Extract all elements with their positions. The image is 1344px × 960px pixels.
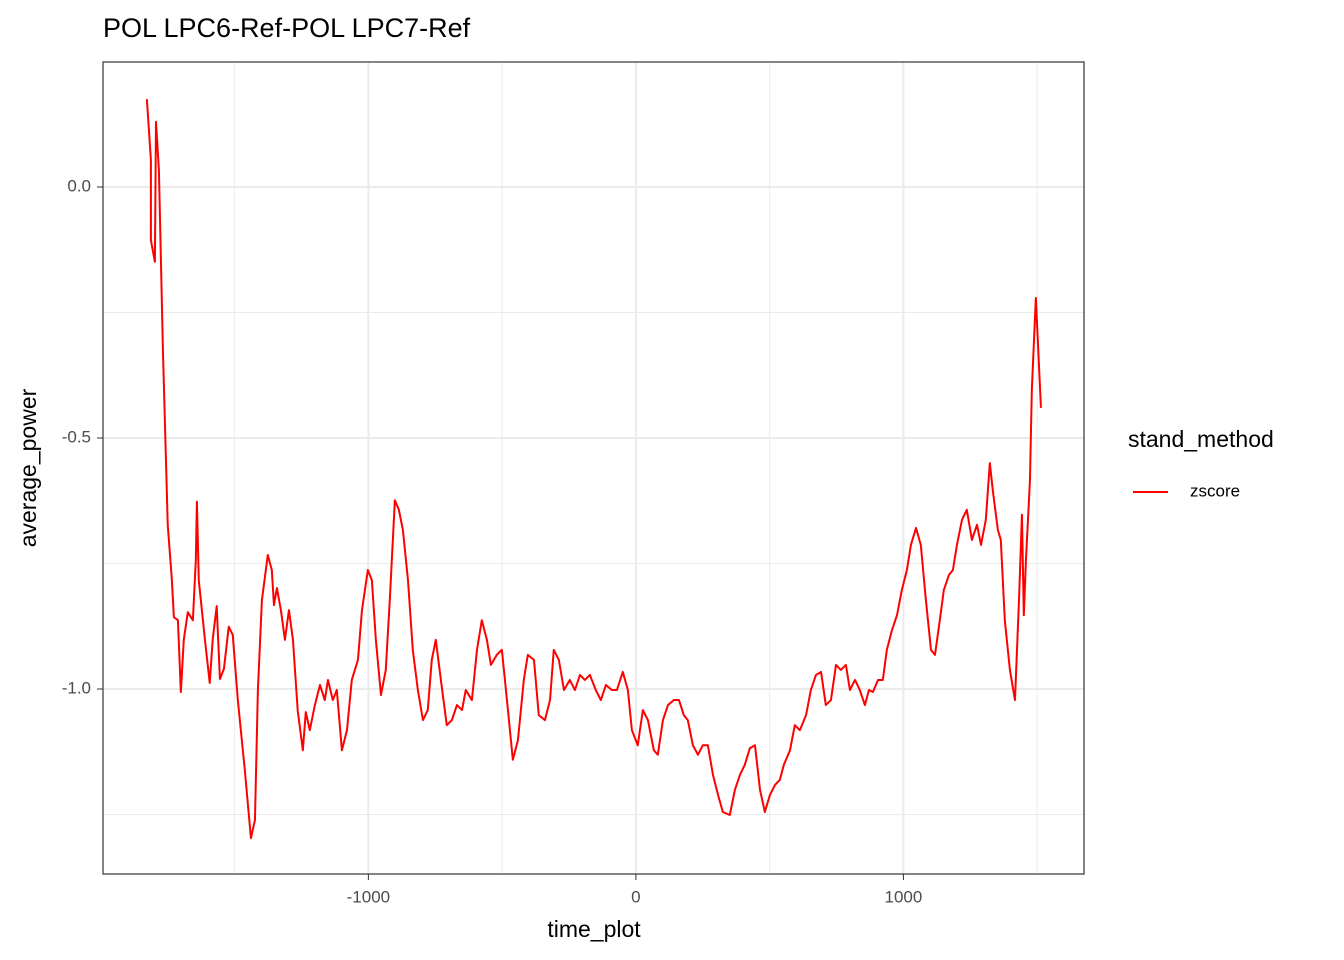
x-tick-label: -1000 [347,887,390,906]
y-tick-label: -1.0 [62,678,91,697]
x-tick-label: 0 [631,887,640,906]
legend-label: zscore [1190,481,1240,500]
chart-title: POL LPC6-Ref-POL LPC7-Ref [103,13,471,43]
y-tick-label: 0.0 [67,176,91,195]
panel-border [102,61,1085,875]
y-tick-label: -0.5 [62,427,91,446]
legend-title: stand_method [1128,426,1274,452]
x-axis-label: time_plot [547,916,641,942]
x-tick-label: 1000 [885,887,923,906]
y-axis-label: average_power [15,388,41,547]
data-line [145,99,1042,840]
